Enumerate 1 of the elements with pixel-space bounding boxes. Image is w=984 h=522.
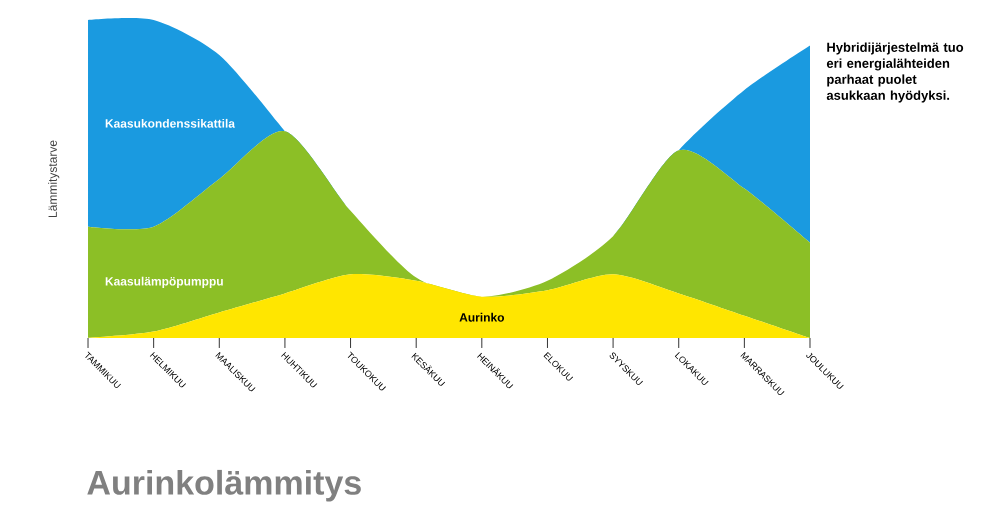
text: Aurinkolämmitys [87, 469, 361, 502]
